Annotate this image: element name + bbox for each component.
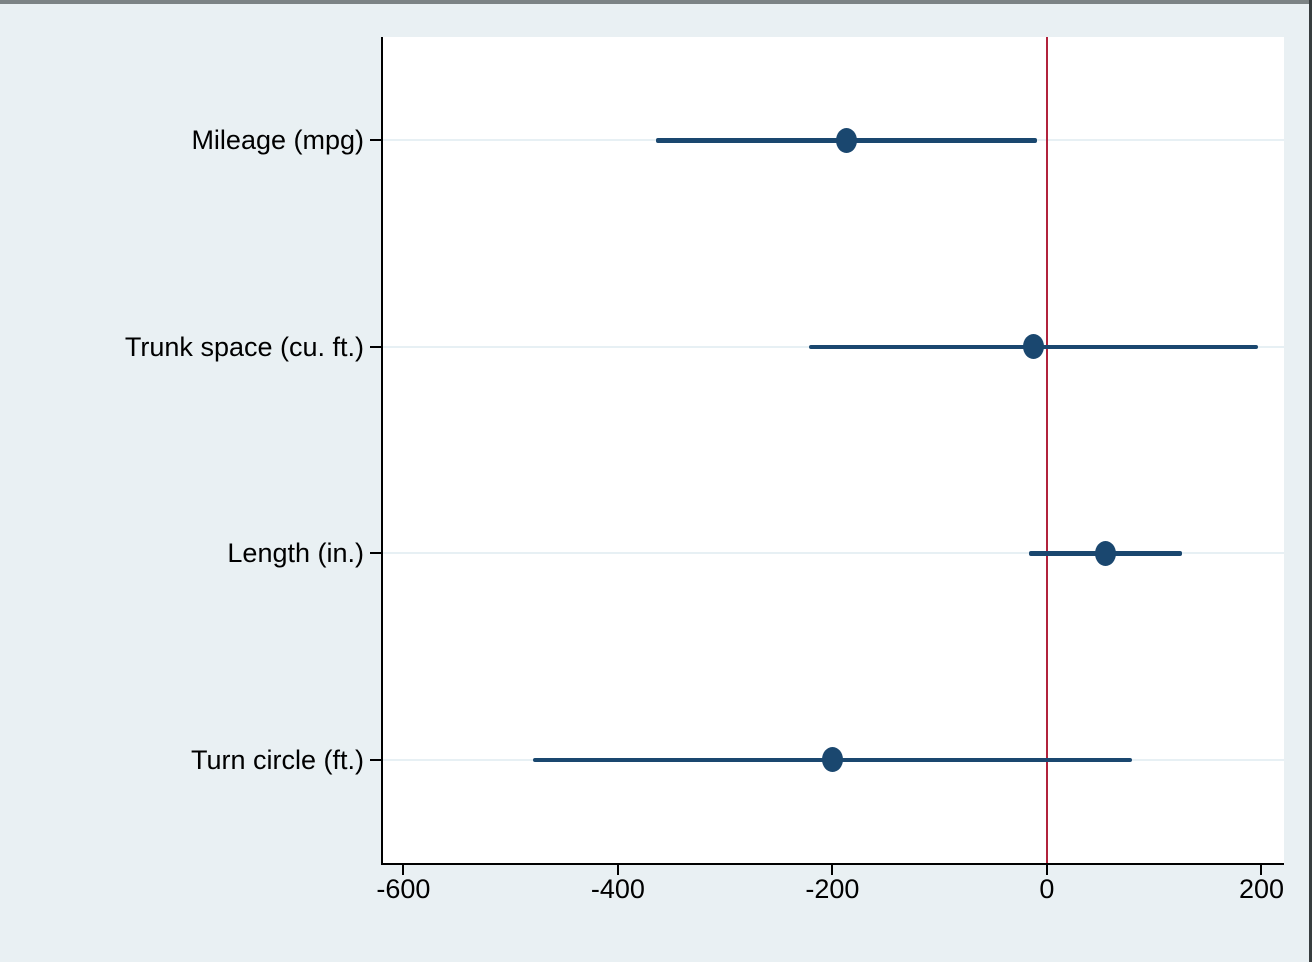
plot-area: [383, 37, 1284, 863]
x-axis-tick: [1260, 864, 1263, 875]
window-top-edge: [0, 0, 1312, 4]
x-axis-tick: [831, 864, 834, 875]
y-axis-line: [381, 37, 383, 865]
window-right-edge: [1309, 0, 1312, 962]
x-axis-tick: [1045, 864, 1048, 875]
x-axis-tick: [616, 864, 619, 875]
y-category-label: Mileage (mpg): [191, 125, 364, 156]
x-axis-tick-label: 200: [1238, 874, 1284, 904]
x-axis-tick: [402, 864, 405, 875]
y-axis-tick: [370, 139, 382, 142]
y-axis-tick: [370, 758, 382, 761]
y-category-label: Turn circle (ft.): [190, 744, 364, 775]
point-estimate-marker: [1095, 540, 1117, 566]
x-axis-tick-label: 0: [1039, 874, 1055, 904]
x-axis-tick-label: -400: [590, 874, 645, 904]
y-category-label: Length (in.): [227, 538, 364, 569]
zero-reference-line: [1045, 37, 1049, 863]
point-estimate-marker: [821, 747, 843, 773]
y-axis-tick: [370, 345, 382, 348]
y-category-label: Trunk space (cu. ft.): [124, 331, 364, 362]
x-axis-tick-label: -600: [376, 874, 431, 904]
point-estimate-marker: [836, 127, 858, 153]
horizontal-gridline: [383, 552, 1284, 555]
point-estimate-marker: [1022, 334, 1044, 360]
y-axis-tick: [370, 552, 382, 555]
x-axis-tick-label: -200: [805, 874, 860, 904]
